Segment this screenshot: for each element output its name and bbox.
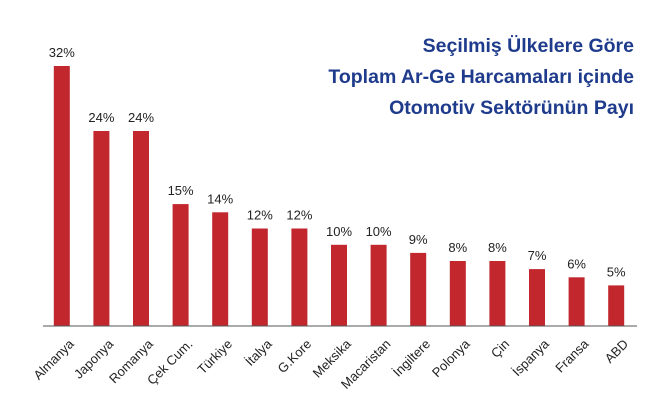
bar-4 xyxy=(172,204,189,326)
x-tick-label-11: Polonya xyxy=(429,336,473,380)
data-label-2: 24% xyxy=(88,110,114,125)
data-label-8: 10% xyxy=(326,224,352,239)
data-label-3: 24% xyxy=(128,110,154,125)
x-tick-label-10: İngiltere xyxy=(390,336,433,379)
data-label-6: 12% xyxy=(247,208,273,223)
data-label-9: 10% xyxy=(366,224,392,239)
bar-9 xyxy=(370,244,387,327)
chart-title-line-1: Seçilmiş Ülkelere Göre xyxy=(423,34,635,57)
x-tick-label-15: ABD xyxy=(602,336,632,366)
data-label-11: 8% xyxy=(448,240,467,255)
chart-title: Seçilmiş Ülkelere Göre Toplam Ar-Ge Harc… xyxy=(328,34,634,119)
x-tick-label-13: İspanya xyxy=(509,336,552,379)
bar-series xyxy=(53,66,625,327)
bar-11 xyxy=(449,261,466,326)
chart-title-line-2: Toplam Ar-Ge Harcamaları içinde xyxy=(328,66,634,88)
bar-12 xyxy=(489,261,506,326)
x-tick-label-1: Almanya xyxy=(30,336,77,383)
bar-10 xyxy=(410,252,427,326)
bar-15 xyxy=(608,285,625,326)
data-labels: 32% 24% 24% 15% 14% 12% 12% 10% 10% 9% 8% 8% 7% 6% 5% xyxy=(49,45,626,279)
bar-13 xyxy=(529,269,545,326)
bar-8 xyxy=(331,244,347,327)
bar-2 xyxy=(93,131,110,326)
bar-6 xyxy=(251,228,268,326)
data-label-14: 6% xyxy=(567,256,586,271)
x-tick-label-12: Çin xyxy=(488,336,512,360)
bar-3 xyxy=(133,131,149,326)
data-label-4: 15% xyxy=(168,183,194,198)
bar-1 xyxy=(53,66,70,326)
bar-5 xyxy=(212,212,229,327)
bar-7 xyxy=(291,228,308,326)
x-tick-label-14: Fransa xyxy=(552,336,592,376)
chart-title-line-3: Otomotiv Sektörünün Payı xyxy=(389,97,634,119)
data-label-13: 7% xyxy=(528,248,547,263)
bar-14 xyxy=(568,277,585,327)
x-tick-label-5: Türkiye xyxy=(194,336,235,377)
data-label-12: 8% xyxy=(488,240,507,255)
data-label-10: 9% xyxy=(409,232,428,247)
data-label-1: 32% xyxy=(49,45,75,60)
x-tick-label-6: İtalya xyxy=(242,336,275,369)
data-label-7: 12% xyxy=(286,208,312,223)
data-label-5: 14% xyxy=(207,191,233,206)
data-label-15: 5% xyxy=(607,264,626,279)
